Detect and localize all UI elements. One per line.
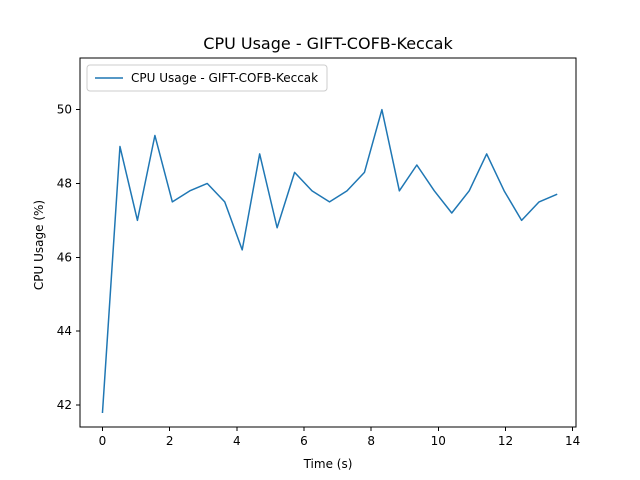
legend-label: CPU Usage - GIFT-COFB-Keccak <box>131 71 318 85</box>
y-tick-label: 42 <box>57 398 72 412</box>
y-axis-label: CPU Usage (%) <box>32 200 46 290</box>
x-tick-label: 2 <box>166 434 174 448</box>
series-layer <box>101 108 558 414</box>
legend-box <box>86 64 328 92</box>
y-tick-label: 44 <box>57 324 72 338</box>
x-tick-label: 0 <box>99 434 107 448</box>
legend: CPU Usage - GIFT-COFB-Keccak <box>86 64 328 92</box>
y-tick-label: 50 <box>57 103 72 117</box>
x-tick-label: 8 <box>367 434 375 448</box>
y-tick-label: 48 <box>57 176 72 190</box>
x-tick-label: 14 <box>565 434 580 448</box>
x-tick-label: 4 <box>233 434 241 448</box>
chart-title: CPU Usage - GIFT-COFB-Keccak <box>203 34 453 53</box>
x-axis-label: Time (s) <box>303 457 353 471</box>
axes <box>79 57 577 428</box>
x-tick-label: 6 <box>300 434 308 448</box>
plot-frame <box>79 57 577 428</box>
x-tick-label: 12 <box>498 434 513 448</box>
labels-layer: CPU Usage - GIFT-COFB-Keccak Time (s) CP… <box>32 34 453 471</box>
x-tick-label: 10 <box>431 434 446 448</box>
y-tick-label: 46 <box>57 250 72 264</box>
series-line-0 <box>101 108 558 414</box>
